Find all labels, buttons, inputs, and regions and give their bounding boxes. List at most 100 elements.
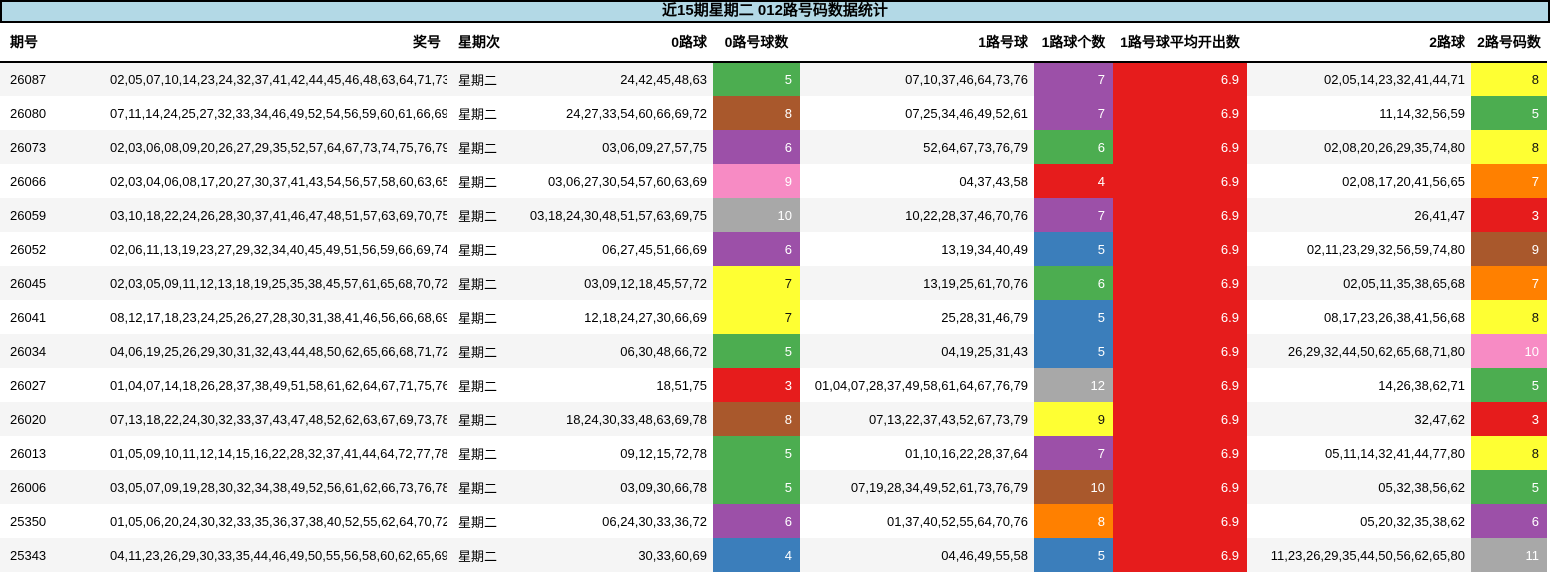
road1-balls-cell: 13,19,34,40,49 xyxy=(800,232,1034,266)
road2-balls-cell: 02,11,23,29,32,56,59,74,80 xyxy=(1247,232,1471,266)
road0-count-cell: 8 xyxy=(713,96,800,130)
table-row: 25343 04,11,23,26,29,30,33,35,44,46,49,5… xyxy=(0,538,1547,572)
road0-balls-cell: 03,06,09,27,57,75 xyxy=(515,130,713,164)
road0-count-cell: 5 xyxy=(713,470,800,504)
weekday-cell: 星期二 xyxy=(447,266,515,300)
road1-avg-cell: 6.9 xyxy=(1113,62,1247,96)
road1-count-cell: 7 xyxy=(1034,198,1113,232)
road1-balls-cell: 01,04,07,28,37,49,58,61,64,67,76,79 xyxy=(800,368,1034,402)
column-header-road1-avg: 1路号球平均开出数 xyxy=(1113,23,1247,63)
road1-count-cell: 7 xyxy=(1034,436,1113,470)
road0-count-cell: 5 xyxy=(713,334,800,368)
road1-count-cell: 6 xyxy=(1034,130,1113,164)
road1-balls-cell: 52,64,67,73,76,79 xyxy=(800,130,1034,164)
road1-balls-cell: 25,28,31,46,79 xyxy=(800,300,1034,334)
road2-balls-cell: 05,32,38,56,62 xyxy=(1247,470,1471,504)
winning-numbers-cell: 02,05,07,10,14,23,24,32,37,41,42,44,45,4… xyxy=(110,62,447,96)
period-cell: 26020 xyxy=(0,402,110,436)
period-cell: 26034 xyxy=(0,334,110,368)
column-header-road2-count: 2路号码数 xyxy=(1471,23,1547,63)
table-row: 26020 07,13,18,22,24,30,32,33,37,43,47,4… xyxy=(0,402,1547,436)
table-row: 26066 02,03,04,06,08,17,20,27,30,37,41,4… xyxy=(0,164,1547,198)
road2-balls-cell: 14,26,38,62,71 xyxy=(1247,368,1471,402)
column-header-road0-balls: 0路球 xyxy=(515,23,713,63)
road2-balls-cell: 11,14,32,56,59 xyxy=(1247,96,1471,130)
road0-count-cell: 10 xyxy=(713,198,800,232)
road1-avg-cell: 6.9 xyxy=(1113,436,1247,470)
period-cell: 26027 xyxy=(0,368,110,402)
winning-numbers-cell: 04,06,19,25,26,29,30,31,32,43,44,48,50,6… xyxy=(110,334,447,368)
weekday-cell: 星期二 xyxy=(447,504,515,538)
period-cell: 26066 xyxy=(0,164,110,198)
weekday-cell: 星期二 xyxy=(447,300,515,334)
road0-balls-cell: 06,24,30,33,36,72 xyxy=(515,504,713,538)
weekday-cell: 星期二 xyxy=(447,232,515,266)
road1-balls-cell: 01,10,16,22,28,37,64 xyxy=(800,436,1034,470)
road2-count-cell: 11 xyxy=(1471,538,1547,572)
weekday-cell: 星期二 xyxy=(447,334,515,368)
road1-count-cell: 4 xyxy=(1034,164,1113,198)
weekday-cell: 星期二 xyxy=(447,368,515,402)
road2-balls-cell: 05,20,32,35,38,62 xyxy=(1247,504,1471,538)
road1-avg-cell: 6.9 xyxy=(1113,198,1247,232)
road2-count-cell: 8 xyxy=(1471,300,1547,334)
road1-avg-cell: 6.9 xyxy=(1113,504,1247,538)
road0-balls-cell: 03,18,24,30,48,51,57,63,69,75 xyxy=(515,198,713,232)
road1-balls-cell: 10,22,28,37,46,70,76 xyxy=(800,198,1034,232)
road1-count-cell: 10 xyxy=(1034,470,1113,504)
road1-balls-cell: 07,19,28,34,49,52,61,73,76,79 xyxy=(800,470,1034,504)
road1-balls-cell: 07,25,34,46,49,52,61 xyxy=(800,96,1034,130)
road0-balls-cell: 09,12,15,72,78 xyxy=(515,436,713,470)
road1-count-cell: 5 xyxy=(1034,334,1113,368)
winning-numbers-cell: 08,12,17,18,23,24,25,26,27,28,30,31,38,4… xyxy=(110,300,447,334)
weekday-cell: 星期二 xyxy=(447,470,515,504)
period-cell: 26080 xyxy=(0,96,110,130)
winning-numbers-cell: 01,05,06,20,24,30,32,33,35,36,37,38,40,5… xyxy=(110,504,447,538)
road0-count-cell: 4 xyxy=(713,538,800,572)
column-header-road2-balls: 2路球 xyxy=(1247,23,1471,63)
table-row: 26034 04,06,19,25,26,29,30,31,32,43,44,4… xyxy=(0,334,1547,368)
winning-numbers-cell: 07,11,14,24,25,27,32,33,34,46,49,52,54,5… xyxy=(110,96,447,130)
road2-balls-cell: 05,11,14,32,41,44,77,80 xyxy=(1247,436,1471,470)
winning-numbers-cell: 01,05,09,10,11,12,14,15,16,22,28,32,37,4… xyxy=(110,436,447,470)
road1-avg-cell: 6.9 xyxy=(1113,538,1247,572)
winning-numbers-cell: 02,03,04,06,08,17,20,27,30,37,41,43,54,5… xyxy=(110,164,447,198)
road0-count-cell: 8 xyxy=(713,402,800,436)
table-row: 26087 02,05,07,10,14,23,24,32,37,41,42,4… xyxy=(0,62,1547,96)
road1-count-cell: 6 xyxy=(1034,266,1113,300)
road2-balls-cell: 32,47,62 xyxy=(1247,402,1471,436)
road0-balls-cell: 18,24,30,33,48,63,69,78 xyxy=(515,402,713,436)
winning-numbers-cell: 02,03,05,09,11,12,13,18,19,25,35,38,45,5… xyxy=(110,266,447,300)
road1-count-cell: 5 xyxy=(1034,232,1113,266)
road2-count-cell: 10 xyxy=(1471,334,1547,368)
weekday-cell: 星期二 xyxy=(447,96,515,130)
weekday-cell: 星期二 xyxy=(447,62,515,96)
road1-count-cell: 7 xyxy=(1034,62,1113,96)
road2-balls-cell: 02,05,14,23,32,41,44,71 xyxy=(1247,62,1471,96)
period-cell: 26041 xyxy=(0,300,110,334)
road1-count-cell: 5 xyxy=(1034,300,1113,334)
road1-avg-cell: 6.9 xyxy=(1113,164,1247,198)
road2-count-cell: 9 xyxy=(1471,232,1547,266)
road0-balls-cell: 03,06,27,30,54,57,60,63,69 xyxy=(515,164,713,198)
period-cell: 26006 xyxy=(0,470,110,504)
road0-balls-cell: 24,42,45,48,63 xyxy=(515,62,713,96)
road0-balls-cell: 06,27,45,51,66,69 xyxy=(515,232,713,266)
road0-balls-cell: 24,27,33,54,60,66,69,72 xyxy=(515,96,713,130)
table-row: 26045 02,03,05,09,11,12,13,18,19,25,35,3… xyxy=(0,266,1547,300)
road0-count-cell: 5 xyxy=(713,436,800,470)
table-row: 26059 03,10,18,22,24,26,28,30,37,41,46,4… xyxy=(0,198,1547,232)
road0-count-cell: 9 xyxy=(713,164,800,198)
road1-avg-cell: 6.9 xyxy=(1113,266,1247,300)
road2-balls-cell: 02,08,17,20,41,56,65 xyxy=(1247,164,1471,198)
road0-balls-cell: 30,33,60,69 xyxy=(515,538,713,572)
table-row: 26013 01,05,09,10,11,12,14,15,16,22,28,3… xyxy=(0,436,1547,470)
period-cell: 26073 xyxy=(0,130,110,164)
road2-count-cell: 8 xyxy=(1471,130,1547,164)
table-row: 26073 02,03,06,08,09,20,26,27,29,35,52,5… xyxy=(0,130,1547,164)
road2-count-cell: 7 xyxy=(1471,266,1547,300)
table-row: 26052 02,06,11,13,19,23,27,29,32,34,40,4… xyxy=(0,232,1547,266)
period-cell: 25343 xyxy=(0,538,110,572)
road1-balls-cell: 04,37,43,58 xyxy=(800,164,1034,198)
road0-count-cell: 5 xyxy=(713,62,800,96)
